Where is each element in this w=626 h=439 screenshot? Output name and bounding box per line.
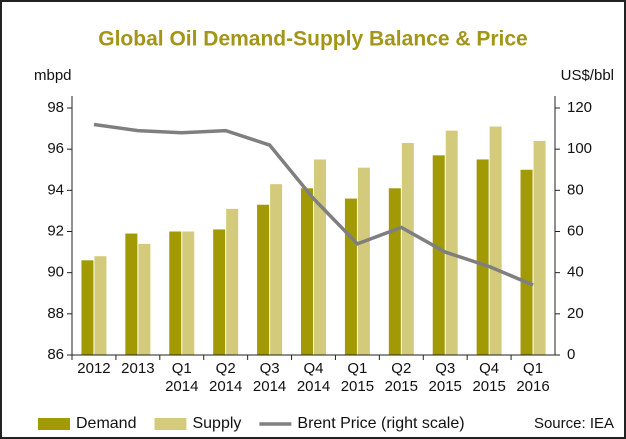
x-tick-label-line: 2015 xyxy=(472,378,505,395)
bar xyxy=(344,198,357,355)
x-tick-label-line: 2014 xyxy=(209,378,242,395)
legend-swatch xyxy=(154,418,187,430)
legend-label: Supply xyxy=(192,415,241,432)
y2-tick-label: 100 xyxy=(567,140,592,157)
x-tick-label: Q4 2014 xyxy=(297,360,330,395)
bar xyxy=(213,229,226,355)
bar xyxy=(270,184,283,355)
x-tick-label-line: Q1 xyxy=(347,360,367,377)
x-tick-label-line: Q4 xyxy=(303,360,323,377)
x-tick-label-line: Q2 xyxy=(216,360,236,377)
legend-label: Demand xyxy=(76,415,136,432)
x-tick-label: 2012 xyxy=(77,360,110,377)
x-tick-label-line: Q1 xyxy=(172,360,192,377)
x-tick-label-line: 2014 xyxy=(297,378,330,395)
line xyxy=(93,122,534,287)
bar xyxy=(520,169,533,355)
x-tick-label: Q2 2015 xyxy=(385,360,418,395)
x-tick-label: Q1 2016 xyxy=(516,360,549,395)
x-tick-label-line: 2016 xyxy=(516,378,549,395)
y2-tick-label: 0 xyxy=(567,346,575,363)
bar xyxy=(388,188,401,355)
y-tick-label: 98 xyxy=(47,99,64,116)
bar xyxy=(314,159,326,355)
x-tick-label-line: 2013 xyxy=(121,360,154,377)
x-tick-label: Q4 2015 xyxy=(472,360,505,395)
x-tick-label-line: 2015 xyxy=(429,378,462,395)
bar xyxy=(257,204,270,355)
x-tick-label-line: Q4 xyxy=(479,360,499,377)
bar xyxy=(401,142,414,355)
x-tick-label-line: 2015 xyxy=(385,378,418,395)
bar xyxy=(81,260,94,355)
source: Source: IEA xyxy=(534,415,614,432)
bar xyxy=(138,243,151,355)
x-tick-label-line: Q3 xyxy=(260,360,280,377)
y-tick-label: 86 xyxy=(47,346,64,363)
x-tick-label-line: Q3 xyxy=(435,360,455,377)
x-tick-label: Q3 2015 xyxy=(429,360,462,395)
bar xyxy=(226,208,239,355)
bar xyxy=(301,188,313,355)
x-tick-label-line: 2015 xyxy=(341,378,374,395)
bar xyxy=(94,256,107,355)
x-tick-label: 2013 xyxy=(121,360,154,377)
legend-label: Brent Price (right scale) xyxy=(297,415,464,432)
bar xyxy=(432,155,445,355)
y-axis-label: mbpd xyxy=(34,67,72,84)
y-tick-label: 90 xyxy=(47,264,64,281)
x-tick-label-line: 2014 xyxy=(253,378,286,395)
x-tick-label: Q1 2015 xyxy=(341,360,374,395)
bar xyxy=(125,233,138,355)
x-tick-label-line: Q2 xyxy=(391,360,411,377)
y-tick-label: 88 xyxy=(47,305,64,322)
x-tick-label-line: Q1 xyxy=(523,360,543,377)
y-tick-label: 92 xyxy=(47,222,64,239)
bar xyxy=(357,167,370,355)
legend-swatch xyxy=(38,418,70,430)
bar xyxy=(445,130,458,355)
x-tick-label: Q1 2014 xyxy=(165,360,198,395)
x-tick-label: Q3 2014 xyxy=(253,360,286,395)
bar xyxy=(476,159,489,355)
y-tick-label: 96 xyxy=(47,140,64,157)
bar xyxy=(182,231,195,355)
bar xyxy=(533,140,546,355)
y2-tick-label: 120 xyxy=(567,99,592,116)
x-tick-label: Q2 2014 xyxy=(209,360,242,395)
y2-axis-label: US$/bbl xyxy=(561,67,614,84)
chart-title: Global Oil Demand-Supply Balance & Price xyxy=(98,28,527,51)
y2-tick-label: 80 xyxy=(567,181,584,198)
y2-tick-label: 40 xyxy=(567,264,584,281)
bar xyxy=(169,231,182,355)
bar xyxy=(489,126,502,356)
x-tick-label-line: 2012 xyxy=(77,360,110,377)
y-tick-label: 94 xyxy=(47,181,64,198)
y2-tick-label: 20 xyxy=(567,305,584,322)
y2-tick-label: 60 xyxy=(567,222,584,239)
x-tick-label-line: 2014 xyxy=(165,378,198,395)
